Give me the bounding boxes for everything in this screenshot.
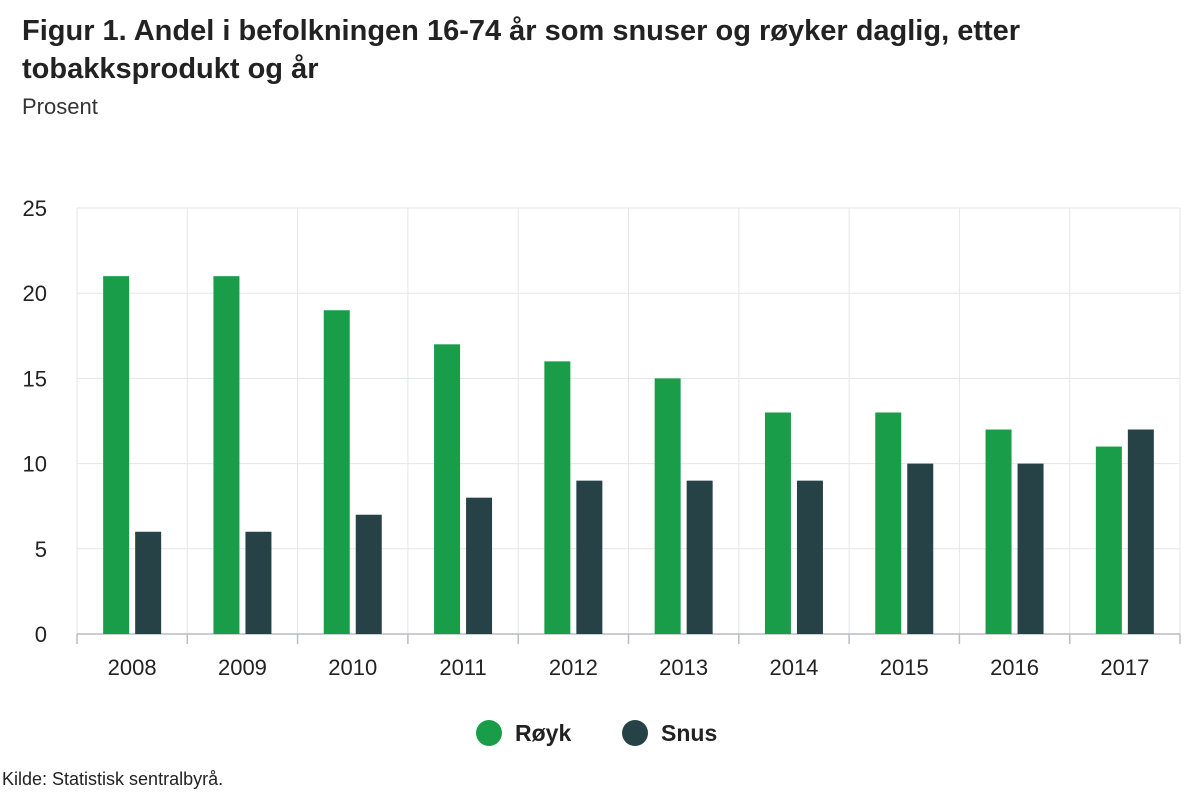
legend-label-royk: Røyk xyxy=(515,720,571,746)
bar-royk xyxy=(544,361,571,634)
bar-snus xyxy=(796,480,823,634)
x-tick-label: 2013 xyxy=(659,655,708,680)
source-note: Kilde: Statistisk sentralbyrå. xyxy=(2,769,224,789)
bar-snus xyxy=(1017,463,1044,634)
x-tick-label: 2015 xyxy=(880,655,929,680)
bar-royk xyxy=(875,412,902,634)
x-tick-label: 2008 xyxy=(108,655,157,680)
x-tick-label: 2010 xyxy=(328,655,377,680)
x-tick-label: 2017 xyxy=(1100,655,1149,680)
legend-label-snus: Snus xyxy=(661,720,717,746)
x-tick-label: 2011 xyxy=(439,655,486,680)
bar-royk xyxy=(985,429,1012,634)
bar-snus xyxy=(135,531,162,634)
bar-snus xyxy=(355,514,382,634)
bar-snus xyxy=(466,497,493,634)
bar-royk xyxy=(764,412,791,634)
bar-royk xyxy=(103,276,130,634)
bar-royk xyxy=(654,378,681,634)
y-tick-label: 0 xyxy=(35,622,47,647)
x-tick-label: 2012 xyxy=(549,655,598,680)
bar-royk xyxy=(434,344,461,634)
bar-snus xyxy=(1127,429,1154,634)
bar-royk xyxy=(213,276,240,634)
bar-snus xyxy=(245,531,272,634)
x-tick-label: 2014 xyxy=(769,655,818,680)
legend-marker-snus xyxy=(622,720,648,746)
y-tick-label: 10 xyxy=(23,452,47,477)
bar-royk xyxy=(323,310,350,634)
x-tick-label: 2016 xyxy=(990,655,1039,680)
chart-subtitle: Prosent xyxy=(22,94,98,119)
bar-snus xyxy=(907,463,934,634)
bar-snus xyxy=(686,480,713,634)
y-tick-label: 20 xyxy=(23,281,47,306)
y-tick-label: 15 xyxy=(23,366,47,391)
bar-royk xyxy=(1095,446,1122,634)
legend-marker-royk xyxy=(476,720,502,746)
chart-title: Figur 1. Andel i befolkningen 16-74 år s… xyxy=(22,15,1021,85)
x-tick-label: 2009 xyxy=(218,655,267,680)
bar-snus xyxy=(576,480,603,634)
y-tick-label: 25 xyxy=(23,196,47,221)
y-tick-label: 5 xyxy=(35,537,47,562)
